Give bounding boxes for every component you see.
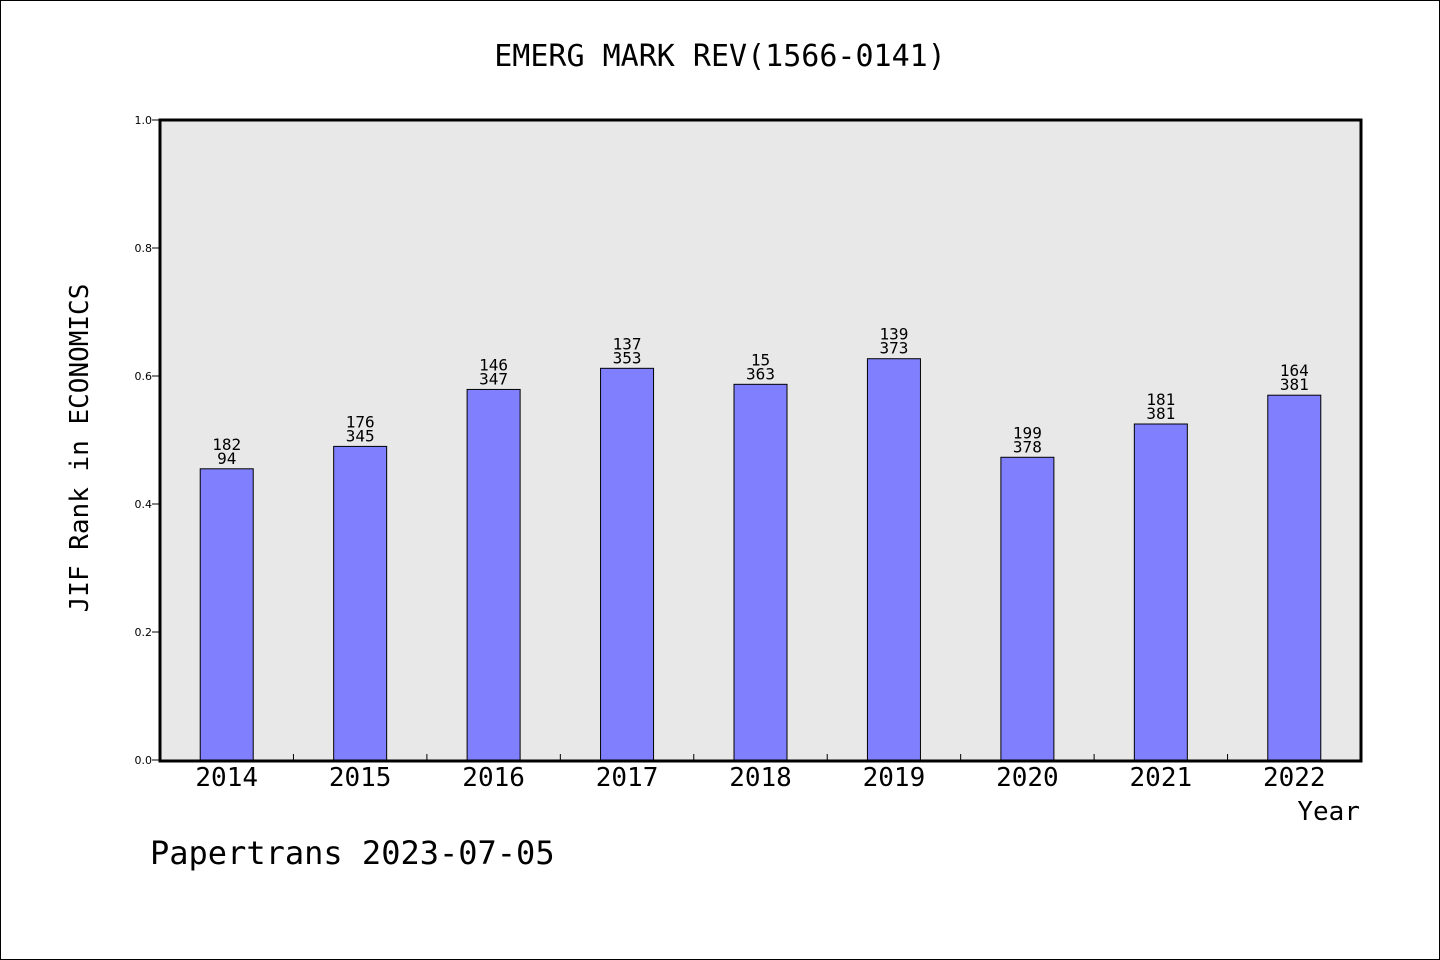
bar-2019: [866, 358, 921, 761]
bar-2016: [466, 388, 521, 761]
y-tick-label-1: 0.2: [135, 626, 153, 639]
x-tick-label-2015: 2015: [329, 763, 392, 793]
data-label-top-2016: 146: [479, 355, 508, 374]
data-label-bottom-2019: 373: [879, 339, 908, 358]
data-label-bottom-2016: 347: [479, 369, 508, 388]
footer-text: Papertrans 2023-07-05: [150, 834, 555, 872]
x-tick-label-2020: 2020: [996, 763, 1059, 793]
bar-2018: [733, 383, 788, 761]
data-label-top-2015: 176: [346, 412, 375, 431]
bar-2014: [199, 468, 254, 761]
data-label-bottom-2018: 363: [746, 364, 775, 383]
y-tick-label-2: 0.4: [135, 498, 153, 511]
data-label-bottom-2014: 94: [217, 449, 236, 468]
x-tick-label-2017: 2017: [596, 763, 659, 793]
x-tick-label-2016: 2016: [462, 763, 525, 793]
data-label-top-2020: 199: [1013, 423, 1042, 442]
y-axis: 0.0 0.2 0.4 0.6 0.8 1.0: [135, 114, 160, 767]
data-label-bottom-2020: 378: [1013, 437, 1042, 456]
data-label-top-2021: 181: [1146, 390, 1175, 409]
data-label-top-2019: 139: [879, 325, 908, 344]
bar-2020: [1000, 456, 1055, 761]
bar-2015: [333, 445, 388, 761]
y-tick-label-5: 1.0: [135, 114, 153, 127]
bar-2021: [1133, 423, 1188, 761]
data-label-bottom-2022: 381: [1280, 375, 1309, 394]
bars-group: [199, 358, 1322, 761]
x-tick-label-2022: 2022: [1263, 763, 1326, 793]
y-tick-label-3: 0.6: [135, 370, 153, 383]
bar-2017: [600, 367, 655, 761]
x-tick-label-2018: 2018: [729, 763, 792, 793]
y-tick-label-0: 0.0: [135, 754, 153, 767]
y-axis-label: JIF Rank in ECONOMICS: [65, 284, 95, 613]
x-tick-label-2021: 2021: [1130, 763, 1193, 793]
x-tick-label-2014: 2014: [195, 763, 258, 793]
data-label-top-2022: 164: [1280, 361, 1309, 380]
data-label-top-2014: 182: [212, 435, 241, 454]
bar-2022: [1267, 394, 1322, 761]
y-tick-label-4: 0.8: [135, 242, 153, 255]
x-tick-label-2019: 2019: [863, 763, 926, 793]
data-label-top-2017: 137: [613, 334, 642, 353]
data-label-bottom-2015: 345: [346, 426, 375, 445]
data-label-bottom-2021: 381: [1146, 404, 1175, 423]
chart-title: EMERG MARK REV(1566-0141): [494, 39, 946, 74]
data-label-bottom-2017: 353: [613, 348, 642, 367]
plot-border: [158, 118, 1363, 763]
x-axis-label: Year: [1297, 797, 1360, 827]
x-axis: 2014 2015 2016 2017 2018 2019 2020 2021 2022: [195, 754, 1326, 793]
data-label-top-2018: 15: [751, 350, 770, 369]
